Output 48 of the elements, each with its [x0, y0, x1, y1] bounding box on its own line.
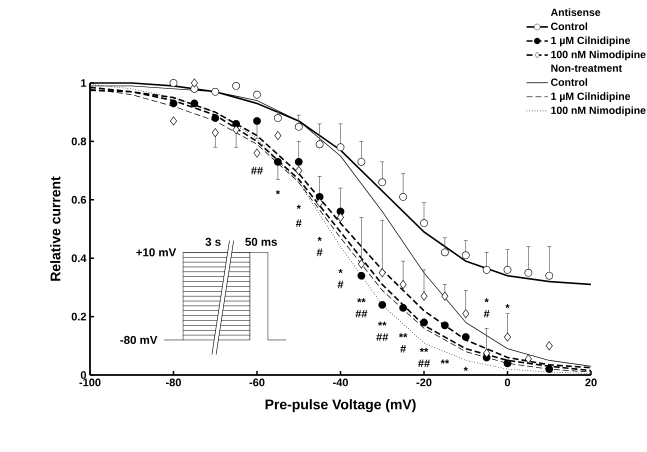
- annotation: #: [484, 310, 490, 318]
- annotation: *: [338, 269, 343, 274]
- annotation: **: [378, 322, 387, 326]
- annotation: **: [357, 298, 366, 302]
- annotation: #: [338, 280, 344, 288]
- y-tick-label: 0.4: [72, 254, 86, 262]
- x-tick-label: -60: [250, 378, 264, 386]
- annotation: ##: [418, 360, 430, 368]
- text: Antisense: [550, 8, 600, 16]
- annotation: *: [318, 236, 322, 241]
- x-tick-label: -40: [333, 378, 348, 386]
- legend-label: 100 nM Nimodipine: [551, 106, 646, 116]
- annotation: **: [398, 333, 408, 338]
- annotation: +10 mV: [136, 248, 176, 256]
- legend-label: 1 µM Cilnidipine: [551, 92, 630, 102]
- annotation: *: [505, 304, 510, 308]
- text: Non-treatment: [551, 64, 622, 72]
- legend-label: 1 µM Cilnidipine: [551, 36, 630, 46]
- annotation: #: [400, 345, 406, 352]
- x-tick-label: -20: [416, 378, 432, 386]
- x-tick-label: 0: [504, 378, 510, 386]
- y-tick-label: 0.8: [72, 138, 86, 146]
- annotation: *: [464, 366, 468, 371]
- y-tick-label: 0: [80, 371, 86, 379]
- annotation: #: [316, 248, 322, 256]
- annotation: #: [296, 219, 302, 227]
- y-tick-label: 1: [81, 79, 86, 87]
- annotation: ##: [355, 310, 368, 318]
- annotation: ##: [376, 333, 388, 341]
- annotation: 3 s: [205, 238, 221, 246]
- y-tick-label: 0.2: [72, 312, 86, 320]
- x-tick-label: 20: [585, 378, 597, 386]
- y-axis-title: Relative current: [50, 176, 60, 281]
- annotation: -80 mV: [120, 336, 158, 344]
- x-tick-label: -80: [166, 378, 181, 386]
- x-axis-title: Pre-pulse Voltage (mV): [266, 399, 416, 412]
- legend-label: Control: [551, 78, 588, 86]
- annotation: *: [484, 298, 489, 302]
- annotation: *: [296, 204, 301, 209]
- annotation: **: [440, 360, 450, 364]
- annotation: *: [276, 190, 280, 194]
- x-tick-label: -100: [79, 378, 101, 386]
- legend-label: 100 nM Nimodipine: [551, 50, 646, 60]
- legend-label: Control: [551, 22, 588, 30]
- annotation: **: [420, 348, 428, 352]
- annotation: ##: [251, 166, 263, 174]
- annotation: 50 ms: [245, 238, 277, 246]
- y-tick-label: 0.6: [72, 196, 86, 204]
